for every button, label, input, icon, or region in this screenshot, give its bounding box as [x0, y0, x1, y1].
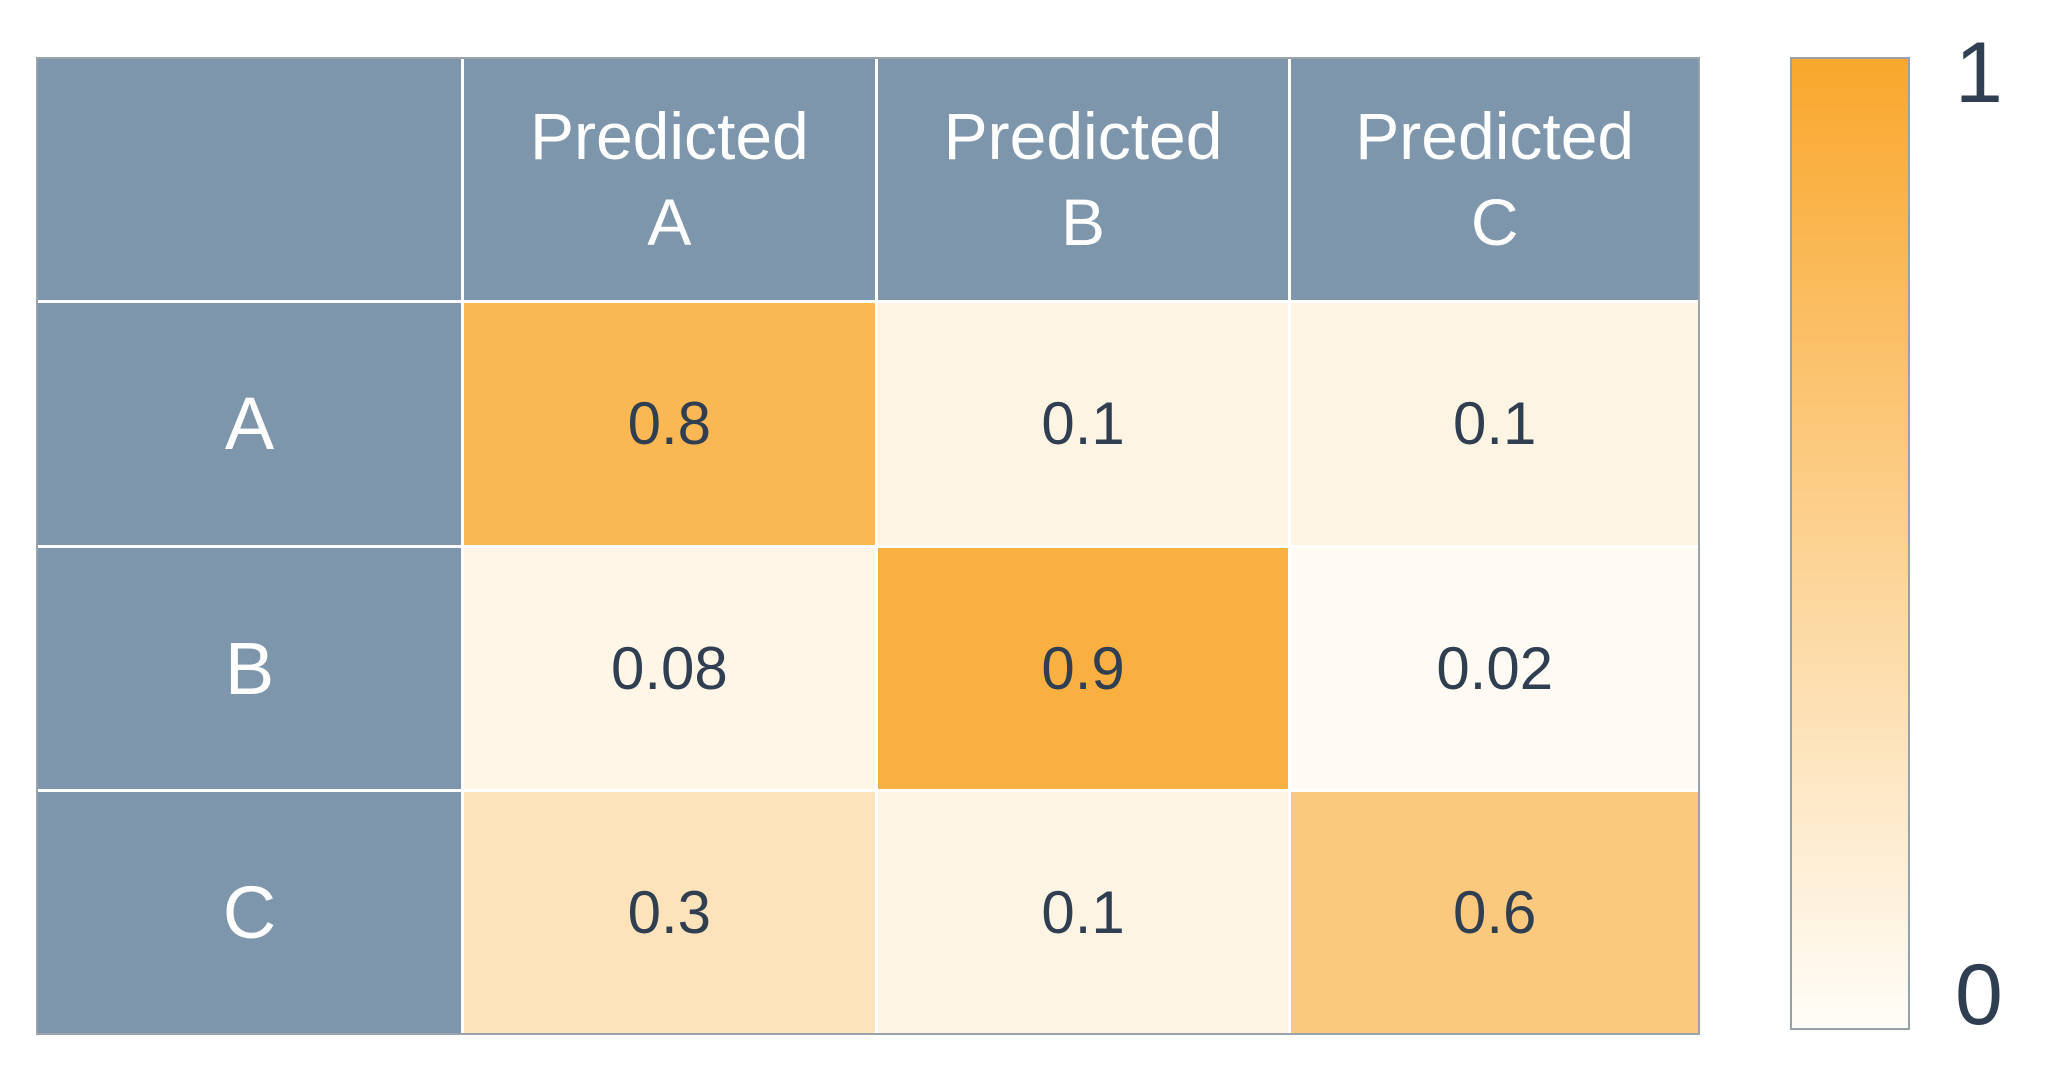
cell-a-a: 0.8 [464, 303, 875, 545]
cell-b-b: 0.9 [877, 547, 1289, 789]
row-header-a: A [38, 303, 462, 545]
col-header-letter: C [1470, 184, 1519, 259]
cell-b-a: 0.08 [464, 547, 875, 789]
row-header-c: C [38, 791, 462, 1033]
col-header-a: Predicted A [464, 59, 875, 301]
cell-c-b: 0.1 [877, 791, 1289, 1033]
cell-c-c: 0.6 [1291, 791, 1698, 1033]
colorbar-max-label: 1 [1955, 25, 2003, 121]
col-header-b: Predicted B [877, 59, 1289, 301]
col-header-letter: B [1061, 184, 1106, 259]
cell-b-c: 0.02 [1291, 547, 1698, 789]
col-header-letter: A [647, 184, 692, 259]
cell-a-b: 0.1 [877, 303, 1289, 545]
cell-a-c: 0.1 [1291, 303, 1698, 545]
colorbar-gradient [1790, 57, 1910, 1030]
confusion-matrix-table: Predicted A Predicted B Predicted C A 0.8 0.1 0.1… [36, 57, 1700, 1035]
colorbar-min-label: 0 [1955, 947, 2003, 1043]
corner-cell [38, 59, 462, 301]
col-header-prefix: Predicted [943, 98, 1223, 173]
cell-c-a: 0.3 [464, 791, 875, 1033]
col-header-c: Predicted C [1291, 59, 1698, 301]
col-header-prefix: Predicted [1355, 98, 1635, 173]
col-header-prefix: Predicted [529, 98, 809, 173]
row-header-b: B [38, 547, 462, 789]
